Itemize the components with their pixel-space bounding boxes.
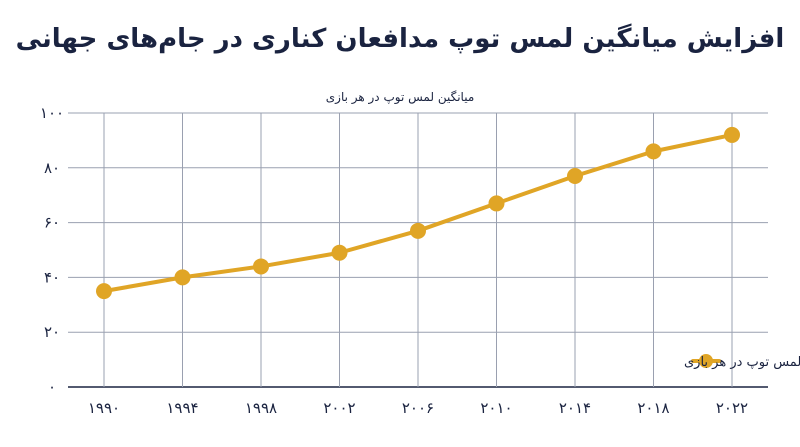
x-tick-label: ۱۹۹۰ — [88, 399, 120, 417]
data-point — [645, 143, 662, 160]
legend-marker — [699, 354, 713, 368]
x-tick-label: ۱۹۹۸ — [245, 399, 277, 417]
data-point — [724, 126, 740, 143]
legend-label: میانگین لمس توپ در هر بازی — [684, 354, 800, 370]
chart-title: افزایش میانگین لمس توپ مدافعان کناری در … — [15, 24, 785, 54]
y-tick-label: ۱۰۰ — [40, 104, 64, 122]
x-tick-label: ۲۰۰۲ — [323, 399, 355, 417]
data-point — [96, 283, 112, 300]
data-point — [253, 258, 269, 275]
data-point — [410, 222, 426, 239]
x-tick-label: ۱۹۹۴ — [166, 399, 198, 417]
x-tick-label: ۲۰۱۸ — [637, 399, 669, 417]
data-point — [331, 244, 348, 261]
data-point — [488, 195, 505, 212]
x-tick-label: ۲۰۱۴ — [559, 399, 591, 417]
x-tick-label: ۲۰۰۶ — [402, 399, 434, 417]
y-tick-label: ۶۰ — [44, 214, 60, 232]
x-tick-label: ۲۰۲۲ — [716, 399, 748, 417]
y-tick-label: ۸۰ — [44, 159, 60, 177]
y-tick-label: ۰ — [48, 378, 56, 396]
x-tick-label: ۲۰۱۰ — [480, 399, 512, 417]
data-point — [567, 168, 583, 185]
y-axis-label: میانگین لمس توپ در هر بازی — [325, 90, 475, 104]
y-tick-label: ۲۰ — [44, 323, 60, 341]
y-tick-label: ۴۰ — [44, 268, 60, 286]
data-point — [174, 269, 191, 286]
